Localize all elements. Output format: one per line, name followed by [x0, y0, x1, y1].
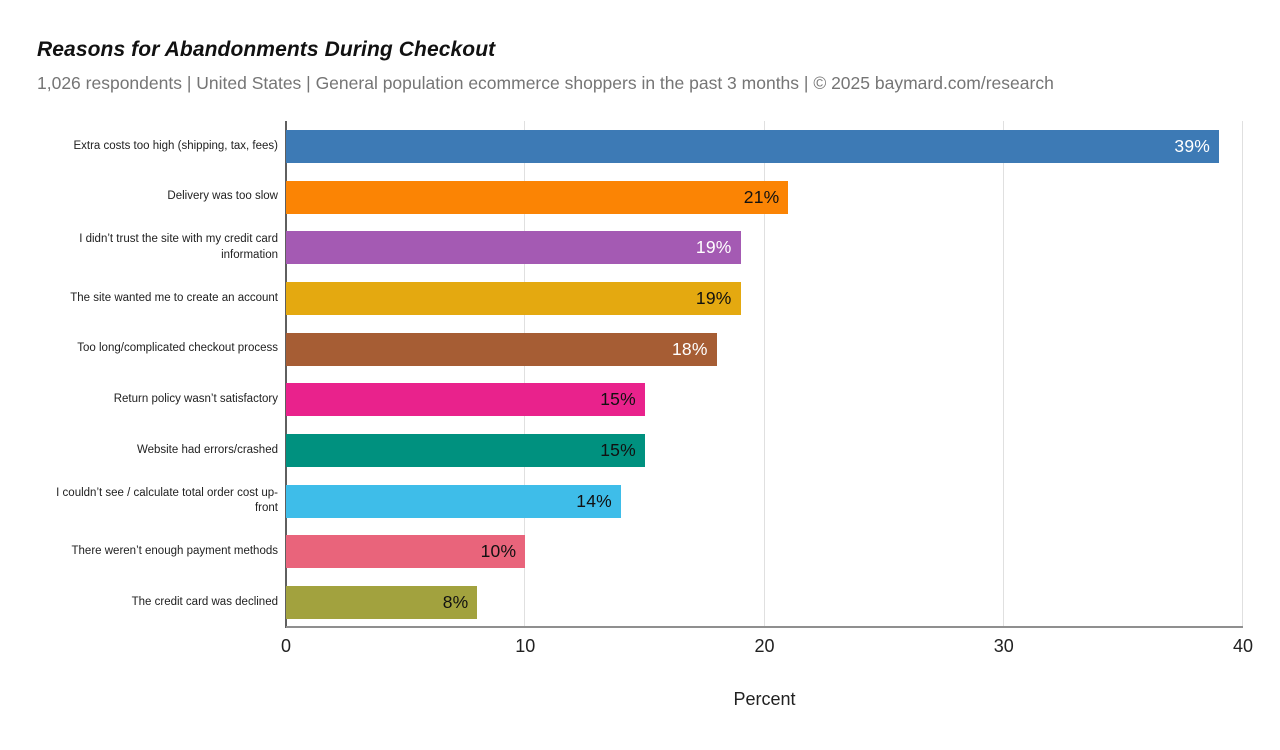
bar-row: The site wanted me to create an account 1… — [36, 273, 1243, 324]
bar-track: 19% — [286, 231, 1243, 265]
bar-row: Delivery was too slow 21% — [36, 172, 1243, 223]
gridline — [1242, 121, 1243, 628]
bar-track: 18% — [286, 332, 1243, 366]
gridline — [763, 121, 765, 628]
x-axis-line — [286, 626, 1243, 628]
category-label: The site wanted me to create an account — [70, 291, 278, 304]
chart-subtitle: 1,026 respondents | United States | Gene… — [37, 73, 1054, 93]
bar-rows: Extra costs too high (shipping, tax, fee… — [36, 121, 1243, 628]
plot-area — [285, 121, 1243, 628]
category-label: There weren’t enough payment methods — [71, 545, 278, 558]
x-tick-label: 0 — [280, 636, 292, 656]
bar-value-label: 19% — [695, 287, 732, 308]
bar-row: There weren’t enough payment methods 10% — [36, 527, 1243, 578]
bar-track: 14% — [286, 484, 1243, 518]
bar-track: 19% — [286, 281, 1243, 315]
bar-value-label: 39% — [1174, 135, 1211, 156]
x-tick-label: 20 — [754, 636, 775, 656]
x-tick-label: 30 — [993, 636, 1014, 656]
bar: 10% — [286, 535, 526, 569]
category-label: Delivery was too slow — [167, 190, 278, 203]
gridline — [524, 121, 526, 628]
gridline — [1002, 121, 1004, 628]
bar-value-label: 19% — [695, 237, 732, 258]
x-axis-label: Percent — [733, 689, 796, 709]
x-axis-ticks: 0 10 20 30 40 — [281, 636, 1253, 660]
bar-row: I couldn’t see / calculate total order c… — [36, 476, 1243, 527]
category-label: Website had errors/crashed — [136, 443, 278, 456]
bar: 15% — [286, 383, 645, 417]
category-label: I didn’t trust the site with my credit c… — [79, 233, 278, 261]
bar-value-label: 15% — [600, 440, 636, 461]
x-tick-label: 40 — [1232, 636, 1254, 656]
bar-value-label: 21% — [743, 186, 780, 207]
x-tick-label: 10 — [515, 636, 536, 656]
bar-track: 15% — [286, 434, 1243, 468]
bar-row: I didn’t trust the site with my credit c… — [36, 222, 1243, 273]
bar-track: 8% — [286, 586, 1243, 620]
category-label: Extra costs too high (shipping, tax, fee… — [73, 139, 278, 152]
category-label: Return policy wasn’t satisfactory — [113, 393, 278, 406]
bar-row: Return policy wasn’t satisfactory 15% — [36, 375, 1243, 426]
bar-value-label: 15% — [600, 389, 636, 410]
bar-row: Extra costs too high (shipping, tax, fee… — [36, 121, 1243, 172]
bar-value-label: 14% — [576, 490, 612, 511]
bar-track: 39% — [286, 129, 1243, 163]
bar: 21% — [286, 180, 789, 214]
category-label: Too long/complicated checkout process — [77, 342, 278, 355]
bar: 39% — [286, 129, 1220, 163]
bar: 14% — [286, 484, 621, 518]
category-label: The credit card was declined — [131, 595, 278, 608]
bar-row: The credit card was declined 8% — [36, 577, 1243, 628]
bar: 15% — [286, 434, 645, 468]
y-axis-line — [285, 121, 287, 628]
bar-chart: Extra costs too high (shipping, tax, fee… — [36, 121, 1243, 628]
bar: 19% — [286, 231, 741, 265]
bar-value-label: 18% — [672, 338, 708, 359]
bar-row: Too long/complicated checkout process 18% — [36, 324, 1243, 375]
chart-title: Reasons for Abandonments During Checkout — [37, 38, 496, 61]
bar-value-label: 10% — [480, 541, 517, 562]
bar: 19% — [286, 281, 741, 315]
bar: 8% — [286, 586, 478, 620]
category-label: I couldn’t see / calculate total order c… — [56, 486, 278, 515]
bar: 18% — [286, 332, 717, 366]
bar-track: 10% — [286, 535, 1243, 569]
bar-row: Website had errors/crashed 15% — [36, 425, 1243, 476]
bar-value-label: 8% — [442, 592, 469, 613]
bar-track: 21% — [286, 180, 1243, 214]
bar-track: 15% — [286, 383, 1243, 417]
